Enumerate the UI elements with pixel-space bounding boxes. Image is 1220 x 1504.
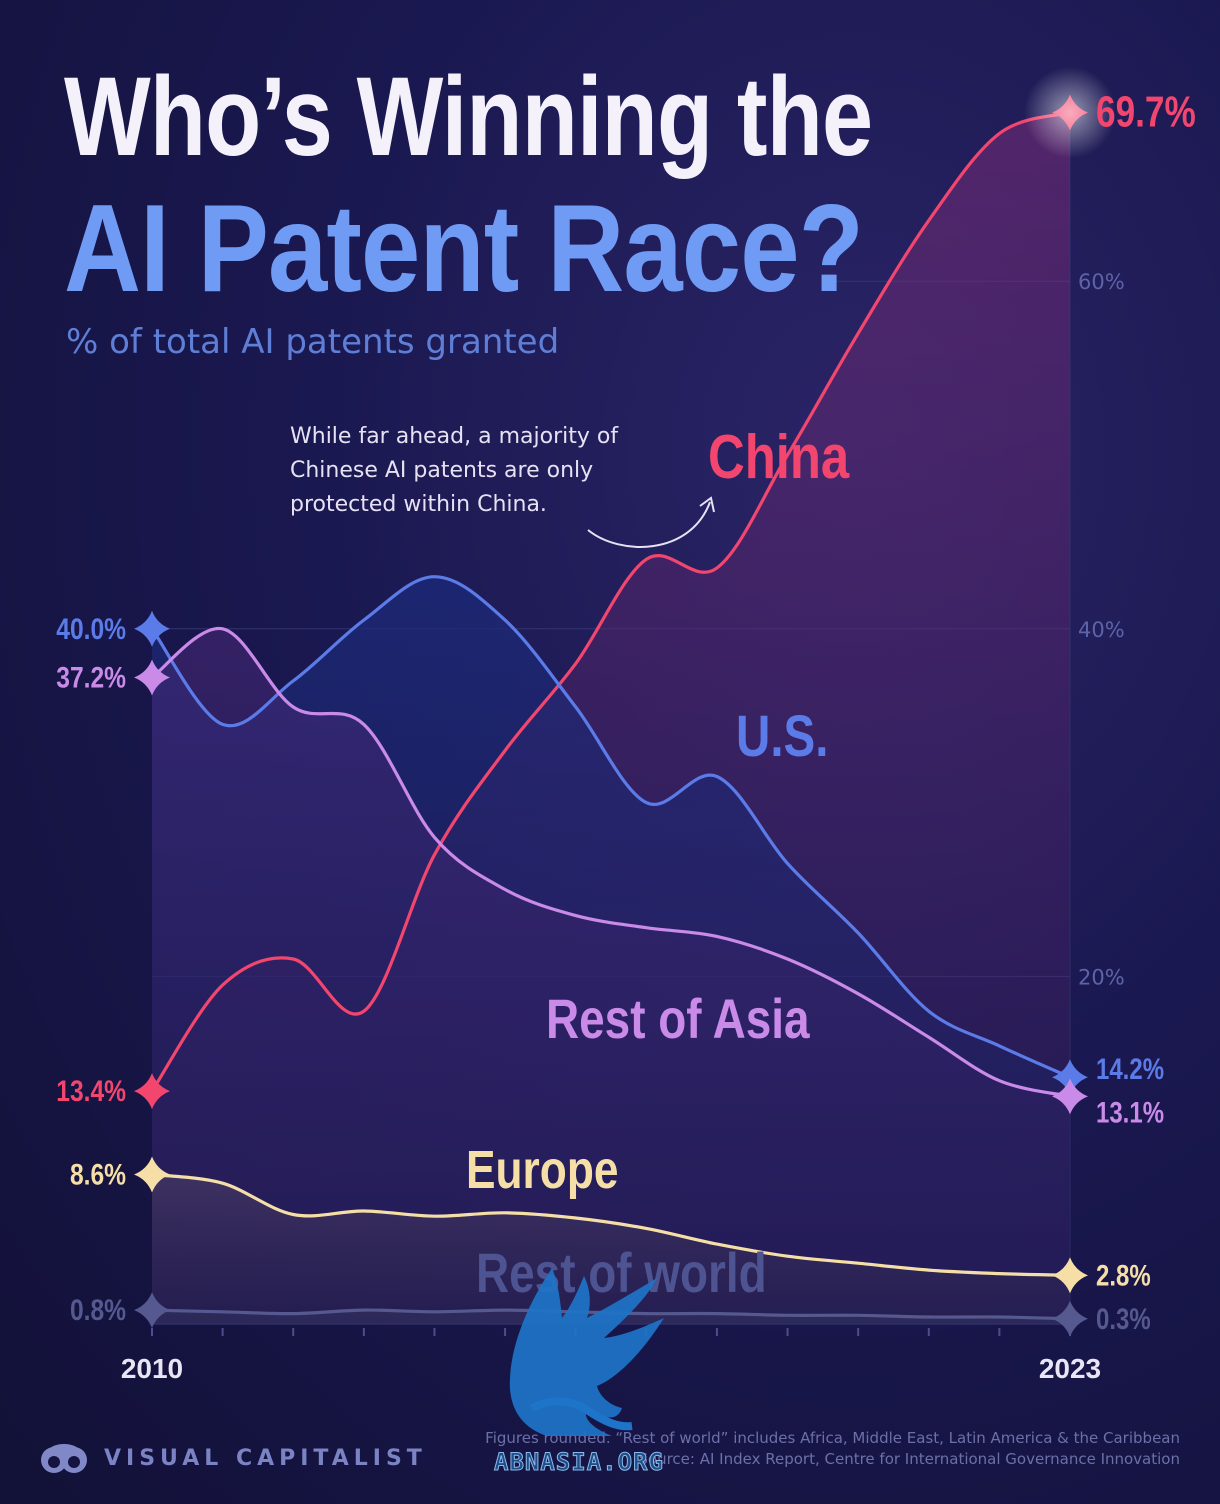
line-europe [151, 1172, 1071, 1277]
footnote-source: Source: AI Index Report, Centre for Inte… [638, 1450, 1180, 1468]
title-line-1: Who’s Winning the [64, 54, 873, 179]
x-tick-label: 2010 [121, 1353, 183, 1384]
footnote-line-1: Figures rounded. “Rest of world” include… [485, 1429, 1180, 1447]
series-name-europe: Europe [466, 1140, 618, 1200]
china-annotation: While far ahead, a majority of Chinese A… [290, 424, 619, 517]
area-europe [152, 1174, 1070, 1324]
end-marker-rest-of-asia [1052, 1078, 1088, 1115]
start-marker-china [134, 1073, 170, 1110]
line-u-s [150, 575, 1071, 1079]
end-marker-u-s [1052, 1059, 1088, 1096]
series-areas [152, 112, 1070, 1325]
annotation-arrowhead [699, 496, 715, 513]
visual-capitalist-logo-icon [41, 1444, 87, 1473]
watermark-text: ABNASIA.ORG [494, 1448, 664, 1477]
end-value-rest-of-world: 0.3% [1096, 1301, 1151, 1335]
line-china [150, 111, 1071, 1092]
start-marker-rest-of-world [134, 1292, 170, 1329]
subtitle: % of total AI patents granted [66, 322, 560, 362]
brand-logo: VISUAL CAPITALIST [38, 1438, 427, 1478]
start-value-u-s: 40.0% [56, 611, 126, 645]
series-name-china: China [708, 423, 850, 492]
start-marker-rest-of-asia [134, 659, 170, 696]
footnote: Figures rounded. “Rest of world” include… [485, 1428, 1180, 1470]
end-value-china: 69.7% [1096, 88, 1196, 137]
title-line-2: AI Patent Race? [64, 180, 864, 318]
end-value-europe: 2.8% [1096, 1258, 1151, 1292]
start-value-europe: 8.6% [70, 1157, 126, 1191]
start-value-rest-of-asia: 37.2% [56, 660, 126, 694]
end-value-u-s: 14.2% [1096, 1052, 1164, 1086]
end-marker-rest-of-world [1052, 1300, 1088, 1337]
area-rest-of-asia [152, 628, 1070, 1324]
series-name-u-s: U.S. [736, 705, 828, 770]
end-value-rest-of-asia: 13.1% [1096, 1095, 1164, 1129]
value-labels: 13.4% 69.7% China 40.0% 14.2% U.S. 37.2% 13.1% R… [56, 88, 1196, 1335]
start-value-rest-of-world: 0.8% [70, 1293, 126, 1327]
griffin-watermark-icon [509, 1268, 664, 1436]
series-name-rest-of-world: Rest of world [476, 1242, 767, 1304]
end-glow-china [1024, 66, 1116, 159]
start-marker-u-s [134, 610, 170, 647]
brand-name: VISUAL CAPITALIST [104, 1445, 427, 1471]
y-tick-label: 60% [1078, 270, 1125, 294]
end-marker-europe [1052, 1257, 1088, 1294]
start-marker-europe [134, 1156, 170, 1193]
y-tick-label: 20% [1078, 965, 1125, 989]
line-rest-of-asia [151, 627, 1071, 1098]
y-tick-label: 40% [1078, 618, 1125, 642]
series-markers [134, 66, 1116, 1337]
series-name-rest-of-asia: Rest of Asia [546, 988, 810, 1050]
x-tick-label: 2023 [1039, 1353, 1101, 1384]
start-value-china: 13.4% [56, 1074, 126, 1108]
annotation-arrow [587, 501, 711, 548]
